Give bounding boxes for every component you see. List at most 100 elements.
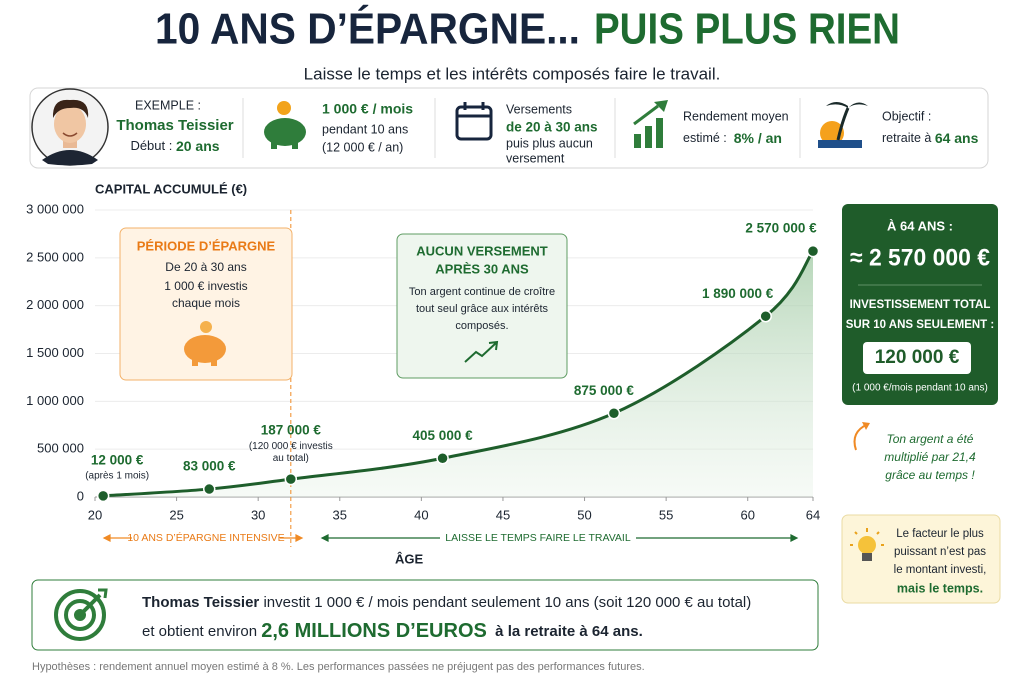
tip-line: puissant n’est pas	[894, 546, 986, 558]
footnote: Hypothèses : rendement annuel moyen esti…	[32, 661, 645, 673]
bottom-line: et obtient environ 2,6 MILLIONS D’EUROS …	[142, 620, 643, 642]
point	[96, 489, 110, 503]
note-line: multiplié par 21,4	[884, 450, 976, 464]
growth-icon	[633, 100, 668, 148]
x-tick-label: 45	[496, 507, 510, 522]
summary-invest: SUR 10 ANS SEULEMENT :	[846, 319, 994, 331]
return-label: Rendement moyen	[683, 109, 789, 123]
start-value: 20 ans	[176, 138, 220, 154]
start-label: Début :	[130, 138, 176, 153]
point	[202, 482, 216, 496]
no-payment-line: tout seul grâce aux intérêts	[416, 303, 549, 315]
y-tick-label: 0	[77, 488, 84, 503]
person-name: Thomas Teissier	[116, 117, 233, 134]
return-rate: estimé : 8% / an	[683, 130, 782, 146]
value-label: 1 890 000 €	[702, 286, 774, 301]
value-note: (après 1 mois)	[85, 470, 149, 481]
no-payment-title: APRÈS 30 ANS	[435, 261, 529, 276]
point	[759, 309, 772, 323]
payments-range: de 20 à 30 ans	[506, 120, 598, 135]
piggy-icon	[264, 101, 306, 149]
x-tick-label: 50	[577, 507, 591, 522]
monthly-total: (12 000 € / an)	[322, 140, 403, 154]
saving-bracket-label: 10 ANS D’ÉPARGNE INTENSIVE	[127, 531, 284, 544]
saving-line: 1 000 € investis	[164, 279, 247, 293]
point	[284, 472, 298, 486]
bottom-box	[31, 579, 819, 651]
x-axis-title: ÂGE	[395, 551, 424, 566]
tip-line: le montant investi,	[894, 564, 987, 576]
summary-invest: INVESTISSEMENT TOTAL	[850, 299, 991, 311]
y-tick-label: 1 500 000	[26, 345, 84, 360]
value-label: 83 000 €	[183, 459, 236, 474]
payments-line: Versements	[506, 102, 572, 116]
x-tick-label: 35	[333, 507, 347, 522]
bottom-highlight: 2,6 MILLIONS D’EUROS	[261, 620, 487, 642]
x-tick-label: 64	[806, 507, 820, 522]
note-arrowhead	[862, 422, 870, 430]
value-label: 875 000 €	[574, 383, 635, 398]
time-bracket-label: LAISSE LE TEMPS FAIRE LE TRAVAIL	[445, 532, 631, 544]
summary-invest-box	[863, 342, 971, 374]
note-line: Ton argent a été	[887, 432, 974, 446]
y-tick-label: 3 000 000	[26, 201, 84, 216]
return-estimated: estimé :	[683, 131, 734, 145]
x-tick-label: 60	[740, 507, 754, 522]
bottom-line: Thomas Teissier investit 1 000 € / mois …	[142, 594, 751, 611]
value-label: 12 000 €	[91, 452, 144, 467]
point	[436, 452, 449, 465]
saving-title: PÉRIODE D’ÉPARGNE	[137, 238, 276, 253]
bottom-text: et obtient environ	[142, 623, 261, 640]
value-label: 187 000 €	[261, 423, 322, 438]
target-icon	[54, 588, 108, 641]
x-tick-label: 30	[251, 507, 265, 522]
y-tick-label: 500 000	[37, 441, 84, 456]
value-label: 2 570 000 €	[745, 221, 817, 236]
y-axis-title: CAPITAL ACCUMULÉ (€)	[95, 181, 247, 196]
y-tick-label: 2 000 000	[26, 297, 84, 312]
x-tick-label: 55	[659, 507, 673, 522]
x-tick-label: 25	[169, 507, 183, 522]
saving-line: chaque mois	[172, 296, 240, 310]
dividers	[242, 98, 801, 158]
tip-line: Le facteur le plus	[896, 528, 984, 540]
bottom-text: investit 1 000 € / mois pendant seulemen…	[259, 594, 751, 611]
time-bracket	[320, 534, 799, 542]
goal-label: Objectif :	[882, 109, 931, 123]
payments-line: puis plus aucun	[506, 136, 593, 150]
summary-invest-amount: 120 000 €	[875, 347, 960, 368]
area	[103, 251, 814, 497]
start-age: Début : 20 ans	[130, 138, 219, 154]
y-tick-label: 2 500 000	[26, 249, 84, 264]
tip-line: mais le temps.	[897, 581, 983, 595]
monthly-amount: 1 000 € / mois	[322, 101, 413, 117]
tip-box	[841, 514, 1001, 604]
goal: retraite à 64 ans	[882, 130, 979, 146]
point	[607, 407, 621, 420]
goal-value: 64 ans	[935, 130, 979, 146]
no-payment-line: Ton argent continue de croître	[409, 286, 555, 298]
info-bar	[29, 87, 989, 169]
calendar-icon	[455, 102, 493, 141]
summary-age: À 64 ANS :	[887, 218, 953, 233]
x-tick-label: 40	[414, 507, 428, 522]
payments-line: versement	[506, 151, 565, 165]
no-payment-title: AUCUN VERSEMENT	[416, 243, 548, 258]
saving-line: De 20 à 30 ans	[165, 260, 246, 274]
island-icon	[818, 102, 868, 148]
bottom-name: Thomas Teissier	[142, 594, 259, 611]
example-label: EXEMPLE :	[135, 98, 201, 112]
monthly-duration: pendant 10 ans	[322, 122, 408, 136]
point	[806, 244, 820, 258]
piggy-icon	[184, 321, 226, 366]
title: 10 ANS D’ÉPARGNE...	[155, 4, 580, 54]
value-note: (120 000 € investis	[249, 441, 333, 452]
return-value: 8% / an	[734, 130, 782, 146]
note-line: grâce au temps !	[885, 468, 975, 482]
subtitle: Laisse le temps et les intérêts composés…	[304, 64, 721, 83]
saving-box	[119, 227, 293, 381]
goal-text: retraite à	[882, 131, 935, 145]
value-note: au total)	[273, 453, 309, 464]
value-label: 405 000 €	[413, 428, 474, 443]
